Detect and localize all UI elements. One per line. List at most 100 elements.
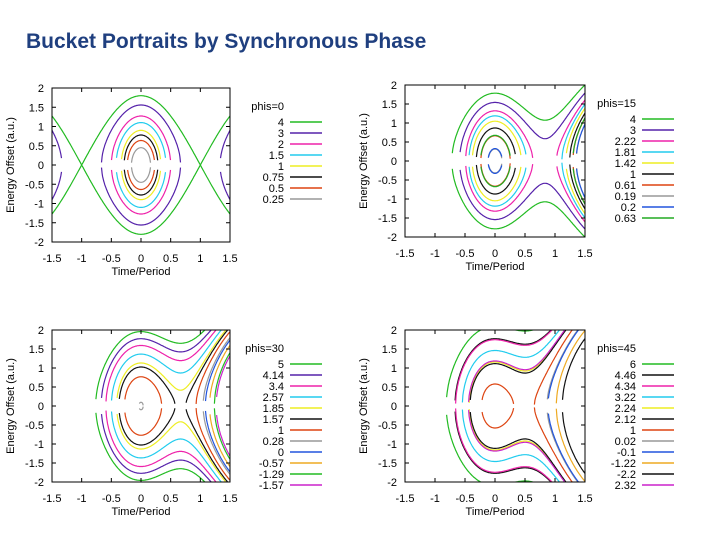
y-tick-label: 1.5 [382, 344, 397, 356]
legend-label-8: 0 [278, 447, 284, 459]
series-curve-2-pos [455, 330, 553, 404]
legend-label-2: 2 [278, 139, 284, 151]
series-curve-5-pos [123, 134, 159, 161]
legend-label-6: 1 [278, 425, 284, 437]
x-tick-label: 0 [492, 493, 498, 505]
x-tick-label: -1 [77, 253, 87, 265]
legend-label-9: -1.22 [611, 458, 636, 470]
series-curve-0-neg [95, 412, 206, 482]
legend-label-2: 2.22 [615, 136, 636, 148]
series-curve-0-pos [95, 330, 206, 400]
y-tick-label: 0 [391, 401, 397, 413]
page-title: Bucket Portraits by Synchronous Phase [26, 30, 427, 53]
series-curve-3-neg [468, 162, 585, 219]
series-curve-2-neg [105, 410, 217, 482]
x-tick-label: 1.5 [577, 493, 592, 505]
series-curve-1-neg [52, 167, 230, 226]
legend-label-7: 0.25 [263, 194, 284, 206]
y-tick-label: 0 [391, 156, 397, 168]
legend: phis=45 64.464.343.222.242.1210.02-0.1-1.… [597, 343, 674, 492]
series-curve-5-pos [475, 112, 585, 158]
x-tick-label: 1 [197, 253, 203, 265]
series-curve-5-neg [123, 169, 159, 196]
legend-label-1: 4.14 [263, 370, 284, 382]
series-curve-9-pos [209, 345, 230, 398]
x-tick-label: 0.5 [163, 493, 178, 505]
series-curve-4-neg [468, 409, 566, 482]
series-curve-11-pos [468, 330, 566, 402]
series-curve-11-neg [468, 410, 566, 482]
legend-title: phis=15 [597, 98, 636, 110]
y-tick-label: -2 [387, 477, 397, 489]
series-curve-3-pos [115, 122, 167, 158]
legend-label-3: 2.57 [263, 392, 284, 404]
series-curve-3-neg [461, 409, 561, 482]
chart-panel-3: -2 -1.5 -1 -0.5 0 0.5 1 1.5 2 -1.5 -1 -0.5 0 0.5 1 1.5 T… [358, 325, 674, 518]
x-tick-label: 1 [552, 493, 558, 505]
y-tick-label: -1.5 [25, 458, 44, 470]
y-tick-label: 1 [38, 363, 44, 375]
chart-panel-2: -2 -1.5 -1 -0.5 0 0.5 1 1.5 2 -1.5 -1 -0.5 0 0.5 1 1.5 T… [5, 325, 322, 518]
curve-group [52, 95, 230, 235]
y-tick-label: -1 [34, 199, 44, 211]
x-tick-label: 1 [197, 493, 203, 505]
series-curve-0-neg [446, 414, 535, 482]
series-curve-10-pos [213, 352, 230, 404]
y-axis-label: Energy Offset (a.u.) [5, 358, 17, 454]
x-tick-label: 1 [552, 248, 558, 260]
legend-label-11: 2.32 [615, 480, 636, 492]
x-tick-label: -1.5 [43, 493, 62, 505]
y-tick-label: 1 [391, 363, 397, 375]
y-tick-label: 1 [391, 118, 397, 130]
series-curve-5-neg [469, 412, 567, 482]
series-curve-4-pos [120, 129, 162, 160]
y-tick-label: -1.5 [378, 458, 397, 470]
series-curve-8-neg [547, 413, 580, 482]
series-curve-6-neg [481, 407, 573, 482]
legend-label-4: 1.85 [263, 403, 284, 415]
x-axis-label: Time/Period [112, 506, 171, 518]
series-curve-7-pos [130, 147, 152, 163]
series-curve-10-neg [561, 412, 585, 474]
series-curve-1-pos [459, 92, 585, 153]
series-curve-0-pos [451, 85, 585, 154]
plot-frame [51, 329, 231, 483]
y-tick-label: 1 [38, 122, 44, 134]
legend-label-4: 1.42 [615, 158, 636, 170]
y-tick-label: -0.5 [378, 175, 397, 187]
series-curve-0-pos [446, 330, 535, 398]
legend-label-1: 4.46 [615, 370, 636, 382]
legend-label-0: 4 [278, 117, 284, 129]
y-tick-label: 0 [38, 401, 44, 413]
y-tick-label: 2 [391, 80, 397, 92]
y-tick-label: 2 [38, 83, 44, 95]
y-tick-label: 0.5 [382, 137, 397, 149]
chart-panel-0: -2-1.5-1-0.500.511.52-1.5 -1 -0.5 0 0.5 1 1.5T… [5, 83, 322, 278]
x-tick-label: 0 [138, 253, 144, 265]
x-tick-label: 1.5 [577, 248, 592, 260]
y-tick-label: -2 [34, 237, 44, 249]
legend-label-2: 4.34 [615, 381, 636, 393]
legend-label-8: 0.2 [621, 202, 636, 214]
x-tick-label: -1.5 [396, 248, 415, 260]
series-curve-3-neg [110, 411, 223, 482]
x-tick-label: 0 [492, 248, 498, 260]
x-tick-label: -0.5 [456, 248, 475, 260]
legend-label-7: 0.19 [615, 191, 636, 203]
y-tick-label: 2 [391, 325, 397, 337]
x-tick-label: -0.5 [102, 253, 121, 265]
legend-label-3: 3.22 [615, 392, 636, 404]
plot-frame [51, 87, 231, 243]
series-curve-4-pos [471, 107, 585, 156]
x-tick-label: 0 [138, 493, 144, 505]
x-tick-label: -1.5 [43, 253, 62, 265]
series-curve-6-neg [127, 169, 155, 191]
legend-label-2: 3.4 [269, 381, 284, 393]
series-curve-6-pos [127, 139, 155, 161]
y-tick-label: 0.5 [29, 382, 44, 394]
y-tick-label: 1.5 [29, 344, 44, 356]
curve-group [446, 330, 585, 482]
legend-label-7: 0.02 [615, 436, 636, 448]
legend-label-6: 0.5 [269, 183, 284, 195]
